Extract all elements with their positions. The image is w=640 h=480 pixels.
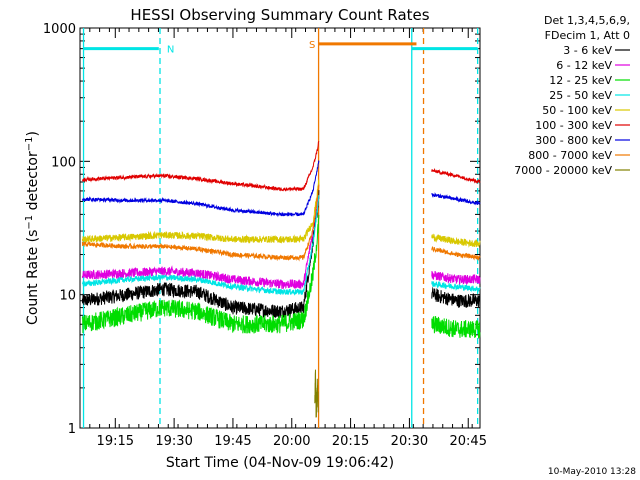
legend-entry-label: 25 - 50 keV <box>549 89 612 102</box>
series-line <box>81 160 481 218</box>
x-tick-label: 20:00 <box>273 434 310 449</box>
legend-entry-label: 800 - 7000 keV <box>528 149 612 162</box>
series-line <box>81 214 481 339</box>
x-axis-label: Start Time (04-Nov-09 19:06:42) <box>166 455 394 471</box>
legend-entry-label: 6 - 12 keV <box>556 59 612 72</box>
x-tick-label: 19:45 <box>214 434 251 449</box>
series-line <box>81 195 481 296</box>
legend-entry-label: 12 - 25 keV <box>549 74 612 87</box>
x-tick-label: 20:45 <box>450 434 487 449</box>
y-tick-label: 1 <box>68 422 76 437</box>
x-tick-label: 20:15 <box>332 434 369 449</box>
series-line <box>81 184 481 262</box>
x-tick-label: 19:30 <box>155 434 192 449</box>
x-tick-label: 19:15 <box>97 434 134 449</box>
series-line <box>81 140 481 192</box>
footer-timestamp: 10-May-2010 13:28 <box>548 467 636 477</box>
legend-entry-label: 100 - 300 keV <box>535 119 612 132</box>
chart-title: HESSI Observing Summary Count Rates <box>130 6 429 24</box>
vertical-markers <box>82 28 479 428</box>
y-tick-label: 100 <box>51 155 76 170</box>
legend-entry-label: 50 - 100 keV <box>542 104 612 117</box>
series-lines <box>81 140 481 418</box>
flag-label: N <box>167 45 174 56</box>
flag-label: S <box>309 40 315 51</box>
y-tick-label: 10 <box>59 289 76 304</box>
legend-header: FDecim 1, Att 0 <box>545 29 630 42</box>
series-line <box>81 184 481 290</box>
series-line <box>81 179 481 248</box>
series-line <box>81 190 481 319</box>
x-tick-label: 20:30 <box>391 434 428 449</box>
legend-entry-label: 3 - 6 keV <box>563 44 612 57</box>
legend-header: Det 1,3,4,5,6,9, <box>544 14 630 27</box>
y-tick-label: 1000 <box>43 22 76 37</box>
legend-entry-label: 7000 - 20000 keV <box>514 164 612 177</box>
legend-entry-label: 300 - 800 keV <box>535 134 612 147</box>
y-axis-label: Count Rate (s−1 detector−1) <box>24 131 42 325</box>
legend: Det 1,3,4,5,6,9, FDecim 1, Att 0 3 - 6 keV… <box>514 14 630 177</box>
plot-frame <box>79 27 481 429</box>
series-line <box>314 369 319 418</box>
